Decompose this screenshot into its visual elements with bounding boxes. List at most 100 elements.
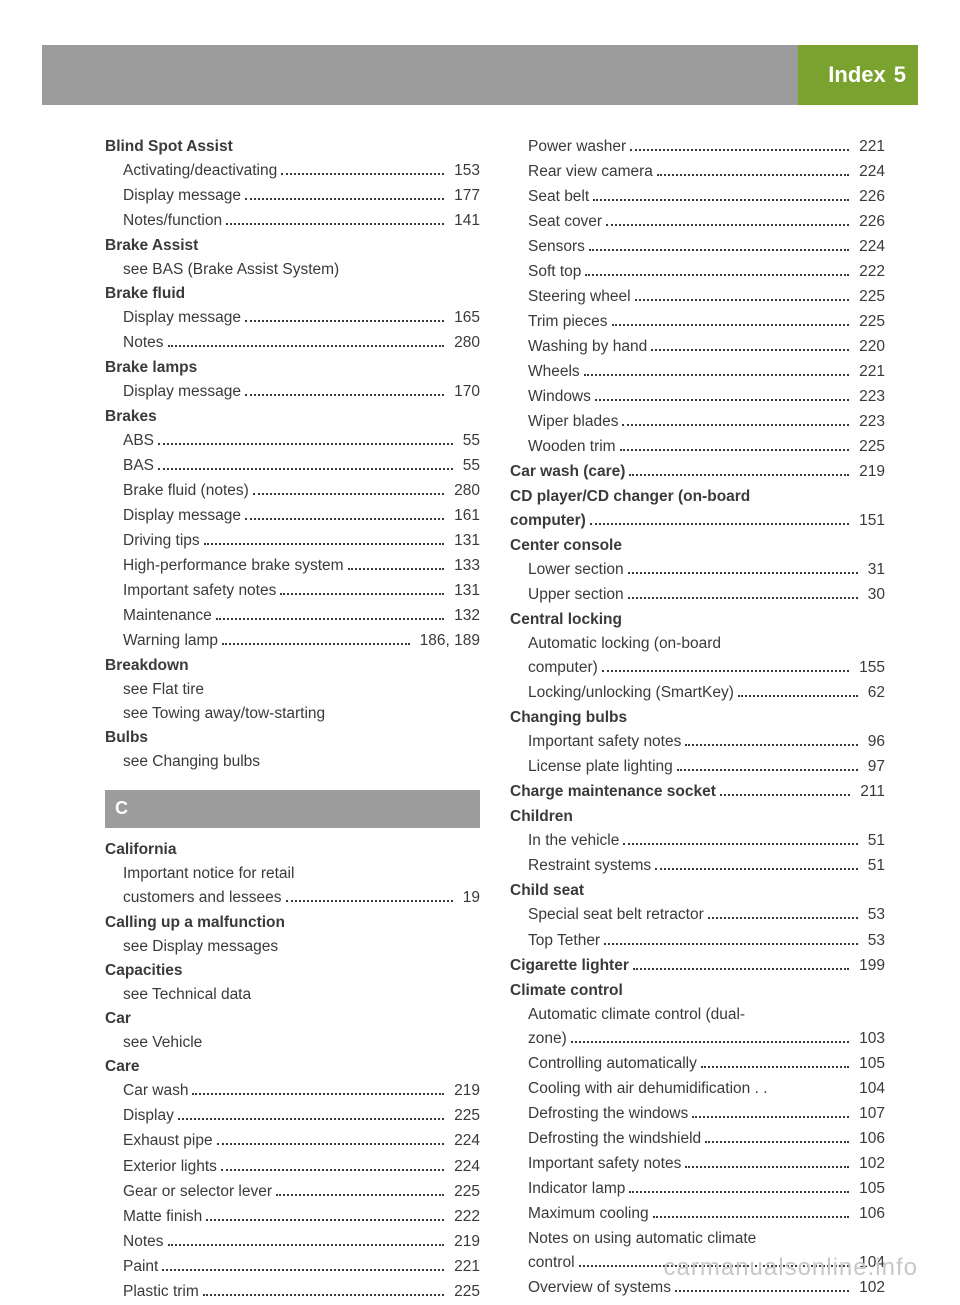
index-entry-label: Display message — [123, 184, 241, 208]
index-subentry: see Flat tire — [105, 678, 480, 702]
index-entry-page: 177 — [448, 184, 480, 208]
index-entry: Defrosting the windshield106 — [510, 1127, 885, 1151]
index-entry-page: 226 — [853, 210, 885, 234]
index-entry-label: ABS — [123, 429, 154, 453]
index-topbar — [42, 45, 918, 105]
index-entry-label: Special seat belt retractor — [528, 903, 704, 927]
index-entry: Washing by hand220 — [510, 335, 885, 359]
index-entry: Locking/unlocking (SmartKey) 62 — [510, 681, 885, 705]
index-entry-label: Seat belt — [528, 185, 589, 209]
index-heading: Breakdown — [105, 654, 480, 678]
index-subentry: see Vehicle — [105, 1031, 480, 1055]
index-leader-dots — [701, 1066, 849, 1068]
index-leader-dots — [226, 223, 444, 225]
index-heading: CD player/CD changer (on-board — [510, 485, 885, 509]
index-leader-dots — [222, 643, 410, 645]
index-entry-page: 219 — [448, 1230, 480, 1254]
index-entry: BAS55 — [105, 454, 480, 478]
index-leader-dots — [630, 149, 849, 151]
index-heading: Children — [510, 805, 885, 829]
index-entry-page: 53 — [862, 903, 885, 927]
index-entry: computer)151 — [510, 509, 885, 533]
index-entry: Display message 170 — [105, 380, 480, 404]
index-entry-page: 133 — [448, 554, 480, 578]
index-subentry: Notes on using automatic climate — [510, 1227, 885, 1251]
index-leader-dots — [657, 174, 849, 176]
index-entry-label: Maximum cooling — [528, 1202, 649, 1226]
index-leader-dots — [178, 1118, 444, 1120]
index-subentry: see Technical data — [105, 983, 480, 1007]
index-subentry: see Changing bulbs — [105, 750, 480, 774]
index-leader-dots — [584, 374, 849, 376]
index-entry-label: Top Tether — [528, 929, 600, 953]
index-leader-dots — [585, 274, 849, 276]
index-entry: customers and lessees19 — [105, 886, 480, 910]
index-entry: Display message161 — [105, 504, 480, 528]
index-entry-label: Locking/unlocking (SmartKey) — [528, 681, 734, 705]
index-leader-dots — [606, 224, 849, 226]
index-entry-page: 51 — [862, 854, 885, 878]
index-leader-dots — [675, 1290, 849, 1292]
index-entry-page: 170 — [448, 380, 480, 404]
index-entry-page: 211 — [854, 780, 885, 804]
index-entry: Brake fluid (notes)280 — [105, 479, 480, 503]
index-heading: Care — [105, 1055, 480, 1079]
index-leader-dots — [705, 1141, 849, 1143]
index-entry-page: 223 — [853, 385, 885, 409]
index-entry-page: 55 — [457, 429, 480, 453]
index-entry-label: Rear view camera — [528, 160, 653, 184]
index-entry-page: 62 — [862, 681, 885, 705]
page-tab: Index 5 — [798, 45, 918, 105]
index-entry: High-performance brake system133 — [105, 554, 480, 578]
index-entry-page: 106 — [853, 1202, 885, 1226]
section-header: C — [105, 790, 480, 828]
index-leader-dots — [602, 670, 849, 672]
index-leader-dots — [622, 424, 849, 426]
index-entry: Display message 177 — [105, 184, 480, 208]
index-entry-label: Soft top — [528, 260, 581, 284]
index-subentry: see Display messages — [105, 935, 480, 959]
index-entry-label: zone) — [528, 1027, 567, 1051]
index-entry-label: Charge maintenance socket — [510, 780, 716, 804]
index-leader-dots — [245, 518, 444, 520]
index-entry-page: 55 — [457, 454, 480, 478]
index-leader-dots — [685, 1166, 849, 1168]
index-entry: Activating/deactivating153 — [105, 159, 480, 183]
index-entry-page: 221 — [448, 1255, 480, 1279]
index-entry-label: Exhaust pipe — [123, 1129, 213, 1153]
index-entry: Charge maintenance socket 211 — [510, 780, 885, 804]
index-entry-page: 225 — [853, 285, 885, 309]
index-entry-page: 51 — [862, 829, 885, 853]
index-entry: Windows223 — [510, 385, 885, 409]
index-entry: Rear view camera224 — [510, 160, 885, 184]
index-entry: Maximum cooling 106 — [510, 1202, 885, 1226]
index-entry: Special seat belt retractor 53 — [510, 903, 885, 927]
index-heading: Center console — [510, 534, 885, 558]
index-subentry: Automatic climate control (dual- — [510, 1003, 885, 1027]
index-entry-label: Notes/function — [123, 209, 222, 233]
index-entry-label: Important safety notes — [528, 1152, 681, 1176]
index-leader-dots — [651, 349, 849, 351]
index-subentry: see BAS (Brake Assist System) — [105, 258, 480, 282]
index-entry-label: Notes — [123, 1230, 164, 1254]
index-leader-dots — [203, 1294, 444, 1296]
index-entry-label: Trim pieces — [528, 310, 608, 334]
index-entry: Notes/function 141 — [105, 209, 480, 233]
index-leader-dots — [168, 1244, 445, 1246]
index-column-right: Power washer221Rear view camera224Seat b… — [510, 135, 885, 1305]
index-entry-label: Display message — [123, 380, 241, 404]
index-entry-page: 224 — [448, 1155, 480, 1179]
index-entry-label: Steering wheel — [528, 285, 631, 309]
index-entry-page: 151 — [853, 509, 885, 533]
index-entry: Lower section31 — [510, 558, 885, 582]
index-leader-dots — [589, 249, 849, 251]
index-entry-page: 31 — [862, 558, 885, 582]
index-entry: Important safety notes96 — [510, 730, 885, 754]
index-entry-page: 141 — [448, 209, 480, 233]
index-entry-label: Car wash (care) — [510, 460, 625, 484]
index-leader-dots — [281, 173, 444, 175]
index-entry-label: Important safety notes — [123, 579, 276, 603]
index-leader-dots — [253, 493, 444, 495]
index-entry: ABS 55 — [105, 429, 480, 453]
index-leader-dots — [655, 868, 858, 870]
